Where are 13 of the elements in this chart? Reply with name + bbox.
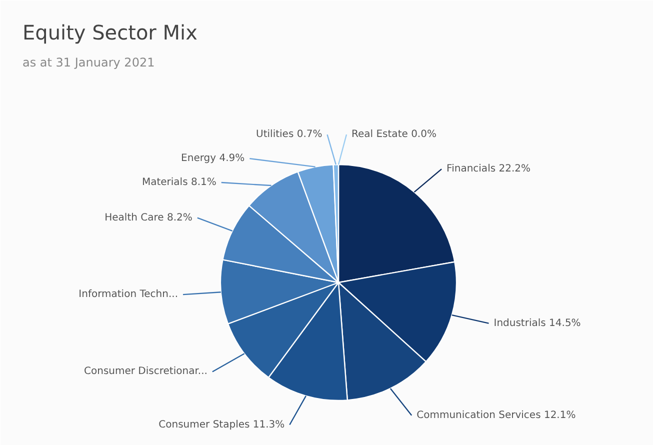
slice-label: Industrials 14.5% — [494, 318, 581, 329]
chart-subtitle: as at 31 January 2021 — [22, 56, 155, 70]
slice-label: Financials 22.2% — [446, 164, 531, 175]
chart-title: Equity Sector Mix — [22, 20, 198, 44]
category-label: Real Estate 0.0% — [352, 129, 436, 140]
slice-label: Information Techn... — [78, 289, 178, 300]
slice-label: Health Care 8.2% — [104, 212, 192, 224]
slice-label: Communication Services 12.1% — [416, 410, 576, 421]
slice-label: Materials 8.1% — [142, 177, 216, 188]
slice-label: Energy 4.9% — [181, 153, 245, 164]
slice-label: Utilities 0.7% — [256, 129, 322, 140]
slice-label: Consumer Staples 11.3% — [158, 419, 285, 430]
slice-label: Consumer Discretionar... — [84, 366, 208, 378]
